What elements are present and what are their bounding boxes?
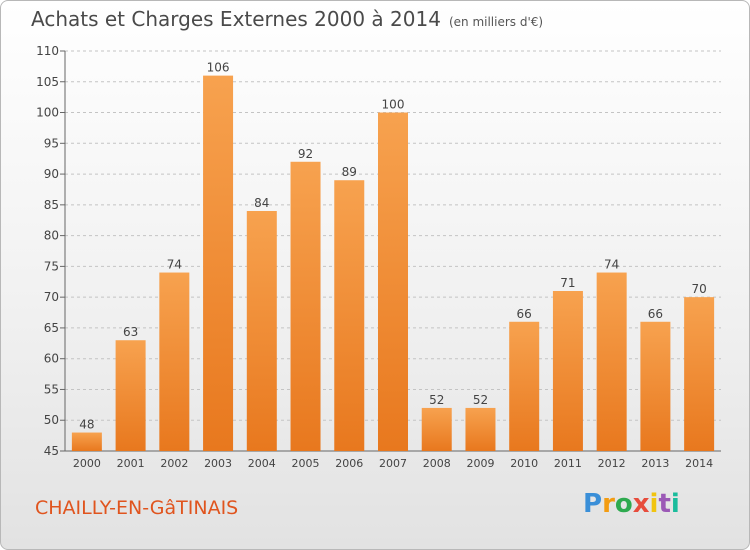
- y-tick-label: 75: [44, 259, 59, 273]
- bar: [334, 180, 365, 451]
- x-tick-label: 2008: [423, 457, 451, 470]
- x-tick-labels: 2000 2001 2002 2003 2004 2005 2006 2007 2008 2009…: [73, 457, 713, 470]
- logo-letter: P: [583, 489, 603, 519]
- logo-letter: t: [658, 489, 671, 519]
- x-tick-label: 2005: [292, 457, 320, 470]
- bar-value-label: 89: [342, 165, 357, 179]
- bar-value-label: 106: [207, 61, 230, 75]
- logo-letter: i: [670, 489, 680, 519]
- bar-value-label: 71: [560, 276, 575, 290]
- bars: [71, 75, 715, 452]
- y-tick-label: 85: [44, 198, 59, 212]
- bar-value-label: 52: [473, 393, 488, 407]
- bar: [684, 297, 715, 451]
- y-tick-label: 80: [44, 229, 59, 243]
- bar-value-label: 74: [604, 258, 619, 272]
- x-tick-label: 2003: [204, 457, 232, 470]
- bar-value-label: 66: [648, 307, 663, 321]
- bar: [115, 340, 146, 451]
- bar-value-label: 52: [429, 393, 444, 407]
- y-tick-label: 110: [36, 44, 59, 58]
- x-tick-label: 2007: [379, 457, 407, 470]
- city-name: CHAILLY-EN-GâTINAIS: [35, 497, 239, 519]
- bar: [421, 407, 452, 451]
- x-tick-label: 2010: [510, 457, 538, 470]
- x-tick-label: 2012: [598, 457, 626, 470]
- bar: [465, 407, 496, 451]
- x-tick-label: 2001: [117, 457, 145, 470]
- bar-value-label: 100: [382, 98, 405, 112]
- bar-value-label: 48: [79, 418, 94, 432]
- bar: [159, 272, 190, 451]
- x-tick-label: 2009: [466, 457, 494, 470]
- x-tick-label: 2002: [160, 457, 188, 470]
- bar: [246, 211, 277, 451]
- y-tick-label: 45: [44, 444, 59, 458]
- bar: [509, 321, 540, 451]
- bar-value-label: 63: [123, 325, 138, 339]
- logo-letter: i: [649, 489, 659, 519]
- bar-value-label: 74: [167, 258, 182, 272]
- chart-title: Achats et Charges Externes 2000 à 2014 (e…: [31, 7, 543, 31]
- x-tick-label: 2006: [335, 457, 363, 470]
- proxiti-logo: Proxiti: [583, 489, 680, 519]
- bar: [552, 291, 583, 451]
- logo-letter: x: [632, 489, 650, 519]
- bar: [640, 321, 671, 451]
- logo-letter: o: [614, 489, 633, 519]
- y-tick-label: 90: [44, 167, 59, 181]
- chart-title-text: Achats et Charges Externes 2000 à 2014: [31, 7, 441, 31]
- chart-unit: (en milliers d'€): [448, 15, 544, 29]
- logo-letter: r: [602, 489, 615, 519]
- x-tick-label: 2014: [685, 457, 713, 470]
- bar-value-label: 70: [691, 282, 706, 296]
- bar-value-label: 84: [254, 196, 269, 210]
- y-tick-label: 50: [44, 413, 59, 427]
- value-labels: 48 63 74 106 84 92 89 100 52 52 66 71 74 66 70: [79, 61, 707, 432]
- bar: [71, 432, 102, 451]
- y-tick-label: 70: [44, 290, 59, 304]
- x-tick-label: 2013: [641, 457, 669, 470]
- bar-value-label: 66: [517, 307, 532, 321]
- bar: [596, 272, 627, 451]
- y-tick-label: 55: [44, 382, 59, 396]
- y-tick-labels: 45 50 55 60 65 70 75 80 85 90 95 100 105 110: [36, 44, 59, 458]
- x-tick-label: 2004: [248, 457, 276, 470]
- x-tick-label: 2000: [73, 457, 101, 470]
- bar: [290, 161, 321, 451]
- y-tick-label: 60: [44, 352, 59, 366]
- bar-value-label: 92: [298, 147, 313, 161]
- bar: [203, 75, 234, 451]
- bar: [378, 112, 408, 452]
- y-tick-label: 95: [44, 136, 59, 150]
- y-tick-label: 100: [36, 106, 59, 120]
- y-tick-label: 105: [36, 75, 59, 89]
- y-tick-label: 65: [44, 321, 59, 335]
- x-tick-label: 2011: [554, 457, 582, 470]
